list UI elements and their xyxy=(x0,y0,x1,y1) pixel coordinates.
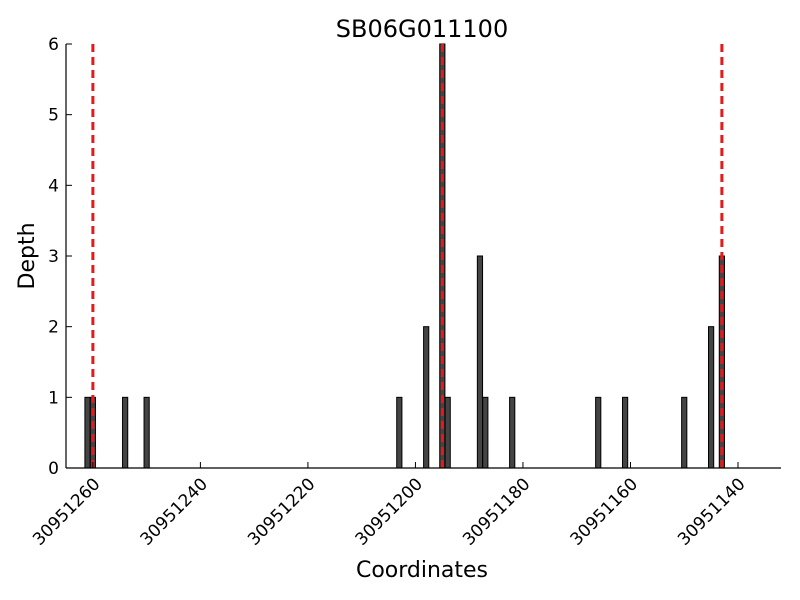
bar-5 xyxy=(423,326,430,469)
x-tick-label-3: 30951200 xyxy=(352,474,427,549)
bars-group xyxy=(84,43,725,469)
x-tick-label-2: 30951220 xyxy=(244,474,319,549)
y-tick-label-4: 4 xyxy=(48,176,59,196)
bar-9 xyxy=(482,396,489,469)
y-tick-label-3: 3 xyxy=(48,247,59,267)
bar-11 xyxy=(595,396,602,469)
y-axis-label: Depth xyxy=(15,222,40,289)
bar-13 xyxy=(681,396,688,469)
x-tick-label-5: 30951160 xyxy=(567,474,642,549)
y-tick-label-5: 5 xyxy=(48,106,59,126)
bar-1 xyxy=(89,396,96,469)
x-tick-label-6: 30951140 xyxy=(674,474,749,549)
y-tick-label-0: 0 xyxy=(48,459,59,479)
bar-2 xyxy=(122,396,129,469)
bar-8 xyxy=(476,255,484,469)
bar-12 xyxy=(622,396,629,469)
bar-0 xyxy=(84,396,91,469)
bar-7 xyxy=(444,396,451,469)
bar-14 xyxy=(708,326,715,469)
y-tick-label-1: 1 xyxy=(48,388,59,408)
y-tick-label-6: 6 xyxy=(48,35,59,55)
y-tick-label-2: 2 xyxy=(48,318,59,338)
x-axis: 30951260 30951240 30951220 30951200 30951180… xyxy=(29,462,781,550)
y-axis: 0 1 2 3 4 5 6 xyxy=(48,35,72,479)
bar-10 xyxy=(509,396,516,469)
x-tick-label-1: 30951240 xyxy=(137,474,212,549)
bar-4 xyxy=(396,396,403,469)
bar-3 xyxy=(143,396,150,469)
reference-lines-group xyxy=(91,44,724,468)
x-axis-label: Coordinates xyxy=(356,558,488,583)
chart-title: SB06G011100 xyxy=(336,15,508,43)
x-tick-label-4: 30951180 xyxy=(459,474,534,549)
x-tick-label-0: 30951260 xyxy=(29,474,104,549)
